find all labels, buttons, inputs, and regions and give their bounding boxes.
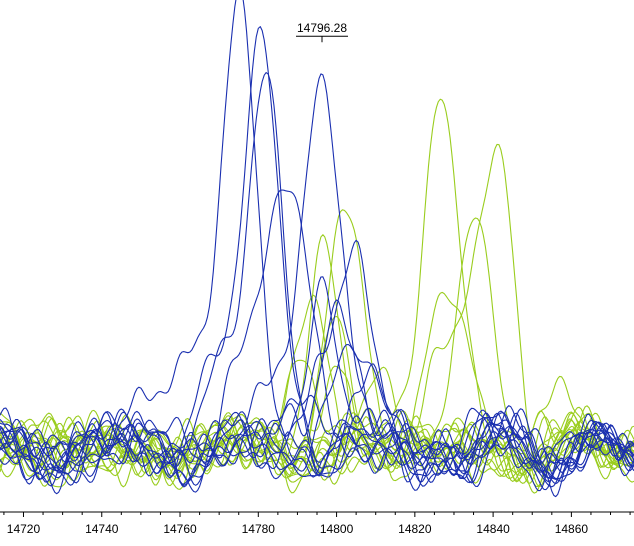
series-line-5 (0, 189, 634, 486)
series-line-21 (0, 294, 634, 484)
x-tick-label: 14740 (85, 522, 119, 536)
series-line-2 (0, 26, 634, 486)
series-line-22 (0, 315, 634, 484)
series-line-16 (0, 143, 634, 494)
series-line-8 (0, 299, 634, 484)
series-line-12 (0, 411, 634, 488)
series-line-7 (0, 276, 634, 495)
x-tick-label: 14860 (555, 522, 589, 536)
x-tick-label: 14840 (476, 522, 510, 536)
series-line-14 (0, 407, 634, 492)
series-line-19 (0, 209, 634, 488)
x-tick-label: 14800 (320, 522, 354, 536)
peak-annotation-label: 14796.28 (297, 21, 347, 35)
x-axis: 14720 14740 14760 14780 14800 14820 14840 14860 (0, 511, 634, 536)
x-tick-label: 14780 (242, 522, 276, 536)
x-tick-label: 14720 (7, 522, 41, 536)
series-layer (0, 0, 634, 498)
series-line-13 (0, 411, 634, 491)
peak-annotation: 14796.28 (296, 21, 349, 43)
x-tick-label: 14760 (163, 522, 197, 536)
series-line-3 (0, 73, 634, 487)
x-tick-label: 14820 (398, 522, 432, 536)
